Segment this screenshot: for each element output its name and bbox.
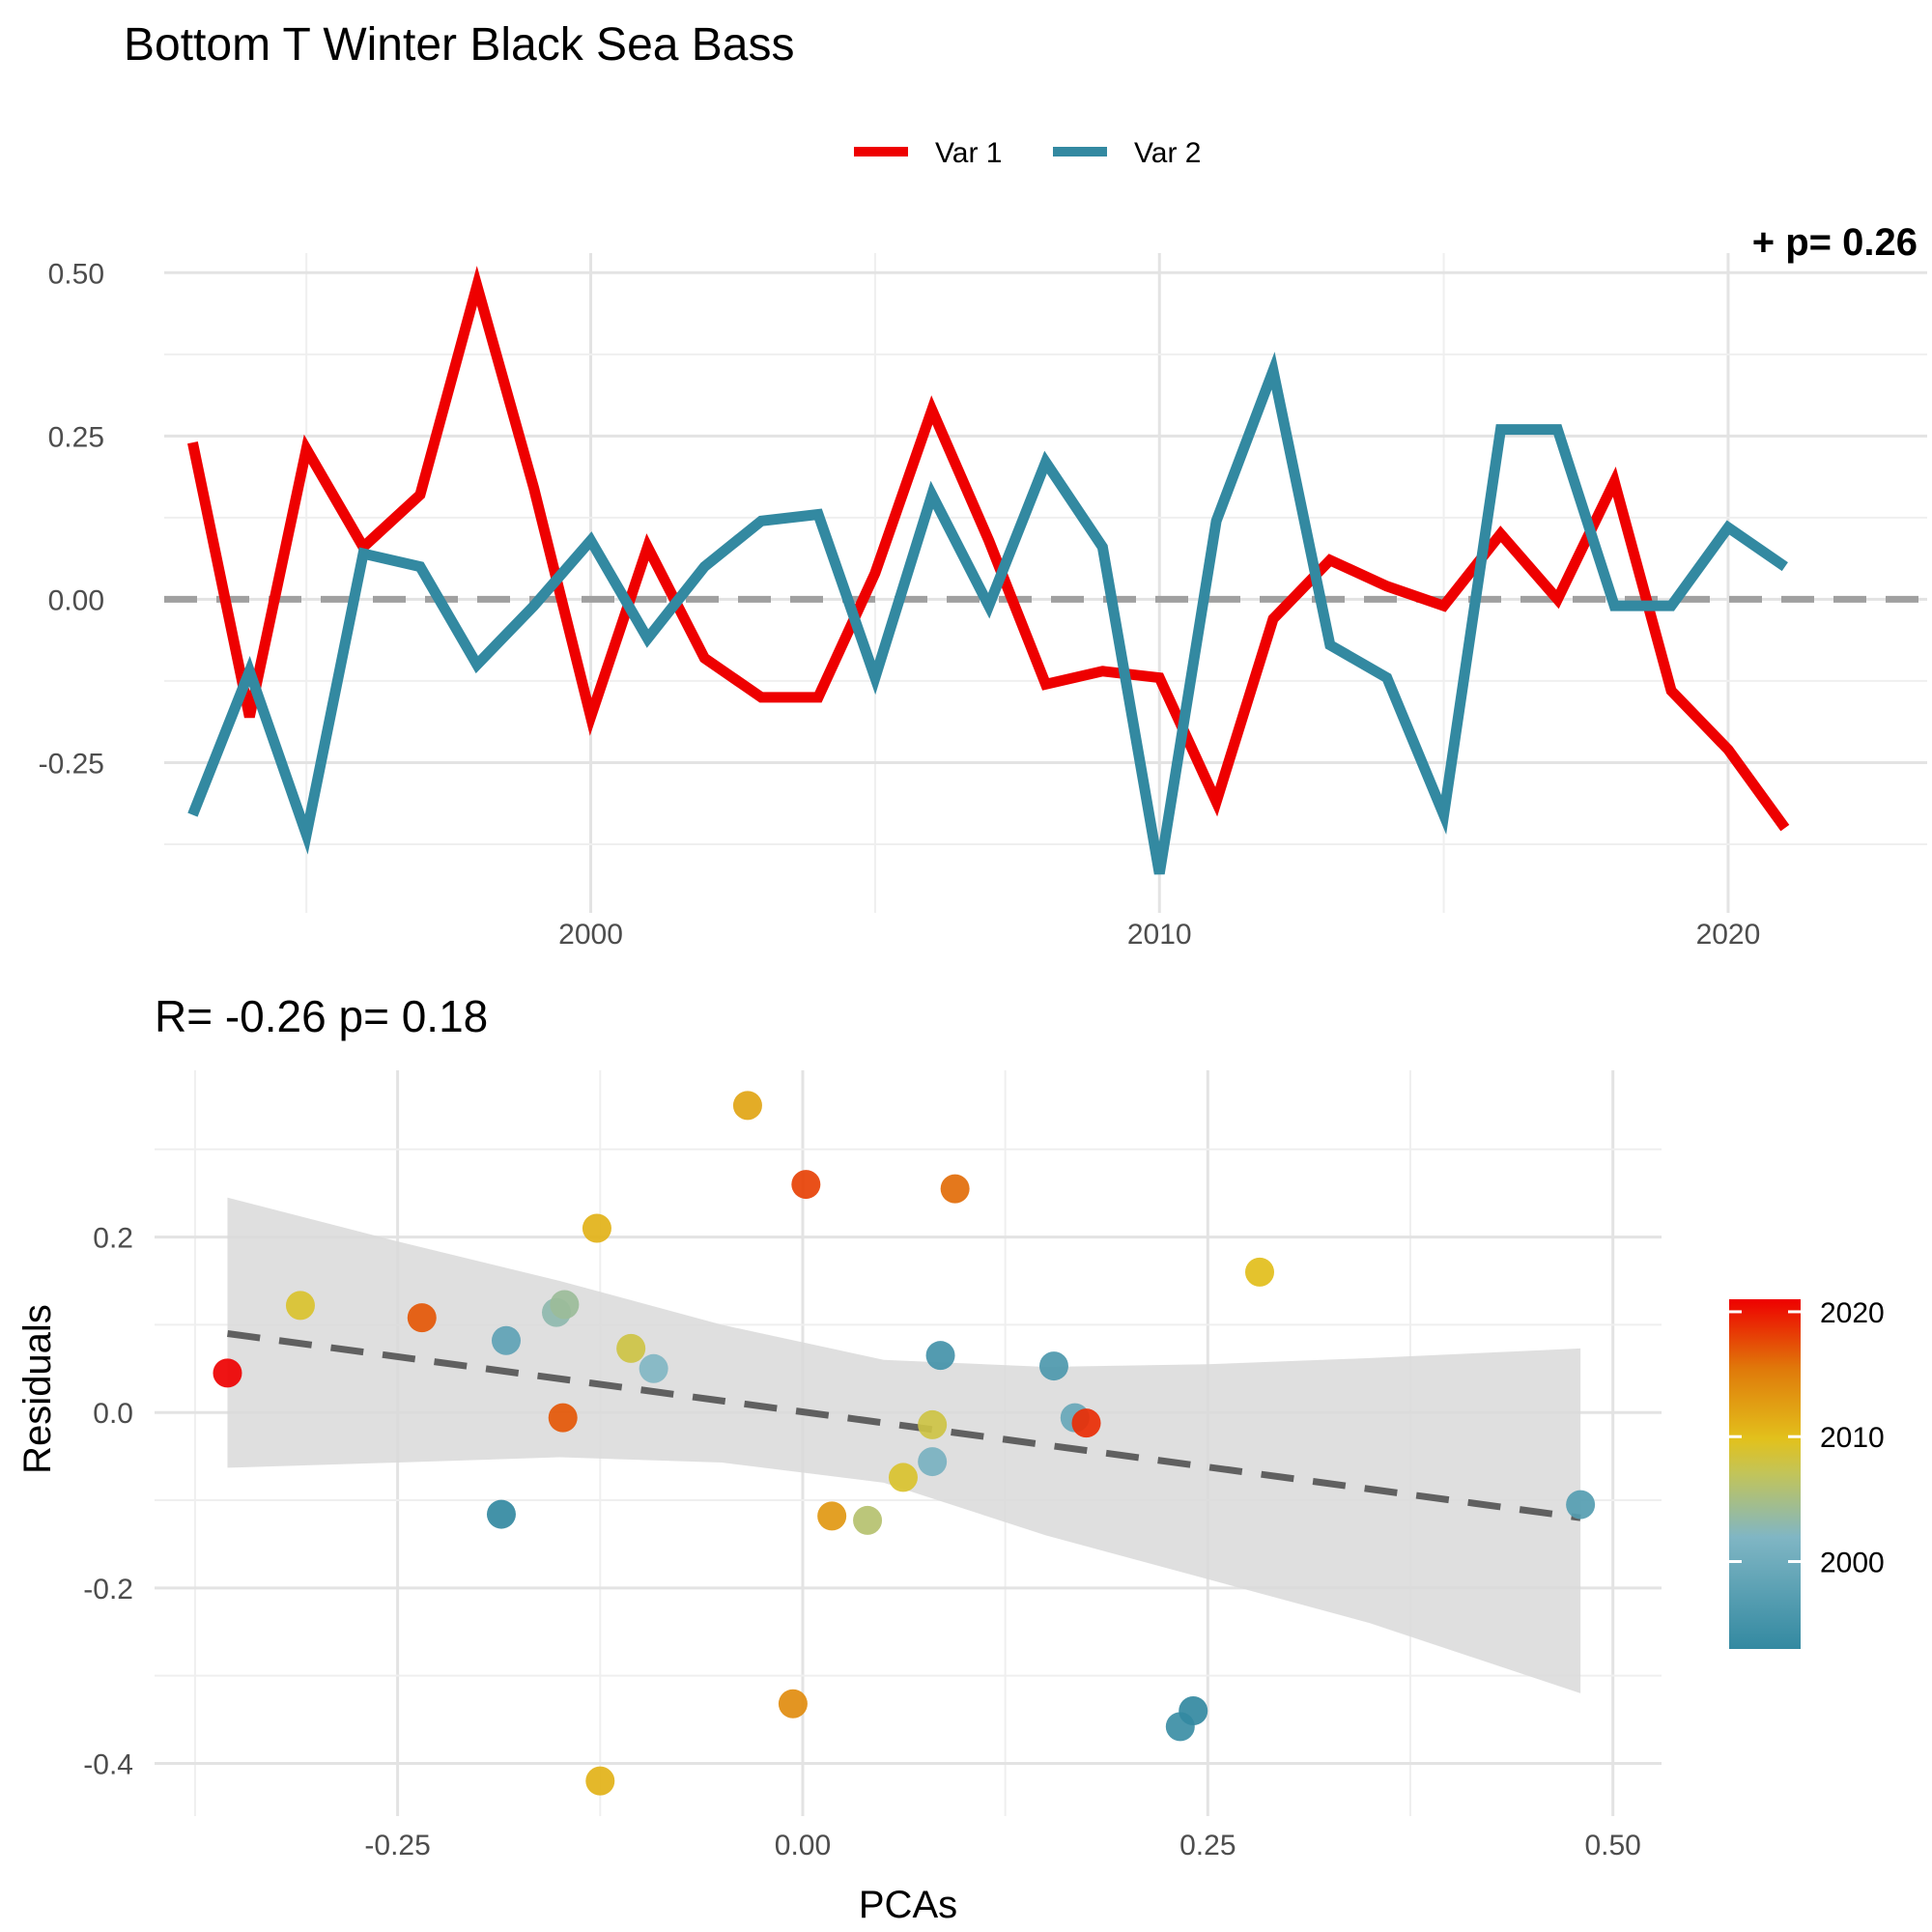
x-tick-label: -0.25 [364,1830,430,1861]
scatter-point [925,1341,955,1371]
colorbar-gradient [1729,1299,1801,1649]
y-tick-label: 0.00 [48,584,104,616]
scatter-point [582,1213,611,1243]
x-tick-label: 2020 [1696,919,1761,951]
timeseries-x-ticks: 2000 2010 2020 [558,919,1760,951]
y-axis-title: Residuals [16,1304,59,1474]
scatter-point [1245,1257,1274,1287]
colorbar-tick-label: 2020 [1820,1297,1885,1329]
scatter-point [548,1403,578,1433]
scatter-points [213,1091,1596,1796]
y-tick-label: -0.2 [83,1574,133,1605]
x-tick-label: 2000 [558,919,623,951]
scatter-point [639,1353,668,1383]
scatter-point [285,1291,315,1321]
scatter-point [778,1689,808,1719]
scatter-point [1071,1408,1101,1438]
scatter-point [407,1303,437,1333]
x-tick-label: 0.50 [1584,1830,1640,1861]
scatter-point [616,1333,646,1363]
regression-line [227,1330,1581,1521]
legend-label-var2: Var 2 [1134,137,1201,169]
scatter-point [940,1174,970,1204]
scatter-point [918,1409,948,1439]
series-line-var2 [187,352,1788,875]
year-colorbar: 2020 2010 2000 [1729,1297,1885,1649]
scatter-point [492,1325,521,1355]
scatter-point [213,1358,242,1388]
scatter-point [486,1499,516,1529]
scatter-point [791,1170,821,1200]
y-tick-label: -0.25 [39,748,104,780]
series-line-var1 [187,266,1790,832]
y-tick-label: 0.2 [93,1223,133,1255]
scatter-chart: R= -0.26 p= 0.18 0.2 0.0 -0.2 -0.4 -0.25 0.0… [16,991,1662,1926]
legend: Var 1 Var 2 [854,137,1201,169]
legend-label-var1: Var 1 [935,137,1002,169]
y-tick-label: 0.0 [93,1398,133,1430]
confidence-band [227,1197,1581,1693]
y-tick-label: -0.4 [83,1749,133,1781]
y-tick-label: 0.50 [48,258,104,290]
colorbar-tick-label: 2000 [1820,1548,1885,1579]
scatter-x-ticks: -0.25 0.00 0.25 0.50 [364,1830,1640,1861]
colorbar-tick-label: 2010 [1820,1422,1885,1454]
colorbar-ticks: 2020 2010 2000 [1729,1297,1885,1579]
y-tick-label: 0.25 [48,421,104,453]
timeseries-chart: 0.50 0.25 0.00 -0.25 2000 2010 2020 + p= 0.26 [39,221,1927,951]
scatter-y-ticks: 0.2 0.0 -0.2 -0.4 [83,1223,133,1781]
x-tick-label: 0.00 [775,1830,831,1861]
scatter-point [585,1766,615,1796]
scatter-point [1566,1490,1596,1520]
chart-title: Bottom T Winter Black Sea Bass [124,19,795,71]
scatter-point [732,1091,762,1121]
scatter-point [888,1463,918,1492]
scatter-point [817,1501,847,1531]
timeseries-y-ticks: 0.50 0.25 0.00 -0.25 [39,258,104,780]
timeseries-series [187,266,1790,875]
scatter-point [1179,1696,1208,1726]
scatter-title: R= -0.26 p= 0.18 [155,991,488,1041]
x-axis-title: PCAs [859,1884,957,1926]
x-tick-label: 2010 [1127,919,1192,951]
scatter-point [550,1290,580,1320]
scatter-point [853,1505,883,1535]
corner-annotation: + p= 0.26 [1752,221,1918,264]
timeseries-grid [164,253,1927,913]
x-tick-label: 0.25 [1179,1830,1236,1861]
scatter-point [1038,1351,1068,1381]
scatter-point [918,1447,948,1477]
